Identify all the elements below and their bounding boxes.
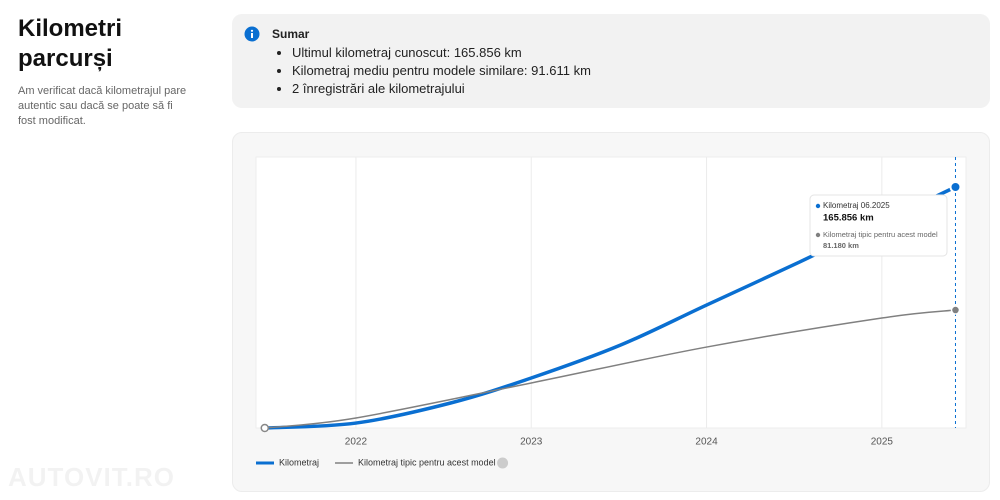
summary-item: Ultimul kilometraj cunoscut: 165.856 km [292, 44, 591, 62]
tooltip-value: 81.180 km [823, 241, 859, 250]
summary-box: Sumar Ultimul kilometraj cunoscut: 165.8… [232, 14, 990, 108]
x-tick-label: 2022 [345, 437, 368, 448]
tooltip-dot [815, 203, 821, 209]
summary-item: 2 înregistrări ale kilometrajului [292, 80, 591, 98]
help-icon[interactable] [497, 457, 509, 469]
tooltip-label: Kilometraj tipic pentru acest model [823, 230, 938, 239]
tooltip-dot [815, 232, 821, 238]
line [264, 309, 956, 429]
summary-title: Sumar [272, 27, 310, 41]
page-title: Kilometri parcurși [18, 15, 123, 72]
start-marker [260, 423, 270, 433]
summary-list: Ultimul kilometraj cunoscut: 165.856 kmK… [252, 44, 591, 98]
summary-item: Kilometraj mediu pentru modele similare:… [292, 62, 591, 80]
x-tick-label: 2023 [520, 437, 543, 448]
watermark: AUTOVIT.RO [8, 462, 175, 492]
legend-label: Kilometraj [279, 457, 319, 467]
info-icon [244, 26, 260, 42]
end-marker [949, 180, 962, 193]
end-marker [950, 305, 961, 315]
tooltip-value: 165.856 km [823, 213, 874, 224]
x-tick-label: 2025 [871, 437, 894, 448]
legend-label: Kilometraj tipic pentru acest model [358, 457, 496, 467]
tooltip [809, 194, 948, 257]
tooltip-title: Kilometraj 06.2025 [823, 201, 890, 210]
x-tick-label: 2024 [695, 437, 718, 448]
description: Am verificat dacă kilometrajul pare aute… [18, 85, 187, 127]
